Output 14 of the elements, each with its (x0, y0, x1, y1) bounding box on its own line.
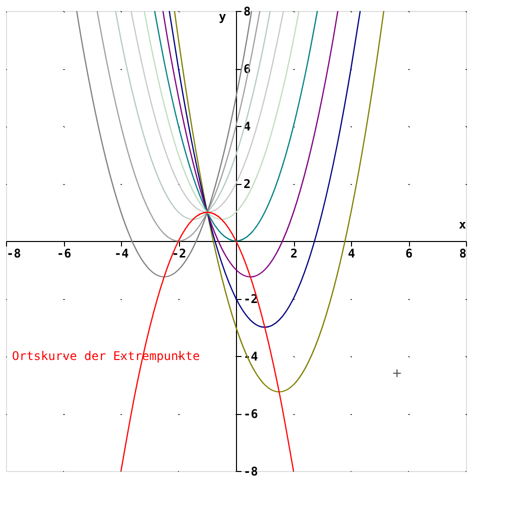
y-tick-label: -8 (244, 464, 258, 478)
x-tick-label: 6 (405, 246, 413, 260)
x-tick-label: -6 (56, 246, 72, 260)
x-axis-title: x (458, 218, 466, 232)
x-tick-label: -8 (6, 246, 21, 260)
y-axis-title: y (218, 10, 226, 24)
x-tick-label: 4 (348, 246, 356, 260)
x-tick-label: -4 (114, 246, 129, 260)
y-tick-label: 8 (244, 4, 251, 18)
x-tick-label: 2 (290, 246, 298, 260)
y-tick-label: -6 (244, 407, 258, 421)
x-tick-label: -2 (172, 246, 186, 260)
x-tick-label: 8 (459, 246, 466, 260)
y-tick-label: 2 (244, 177, 251, 191)
